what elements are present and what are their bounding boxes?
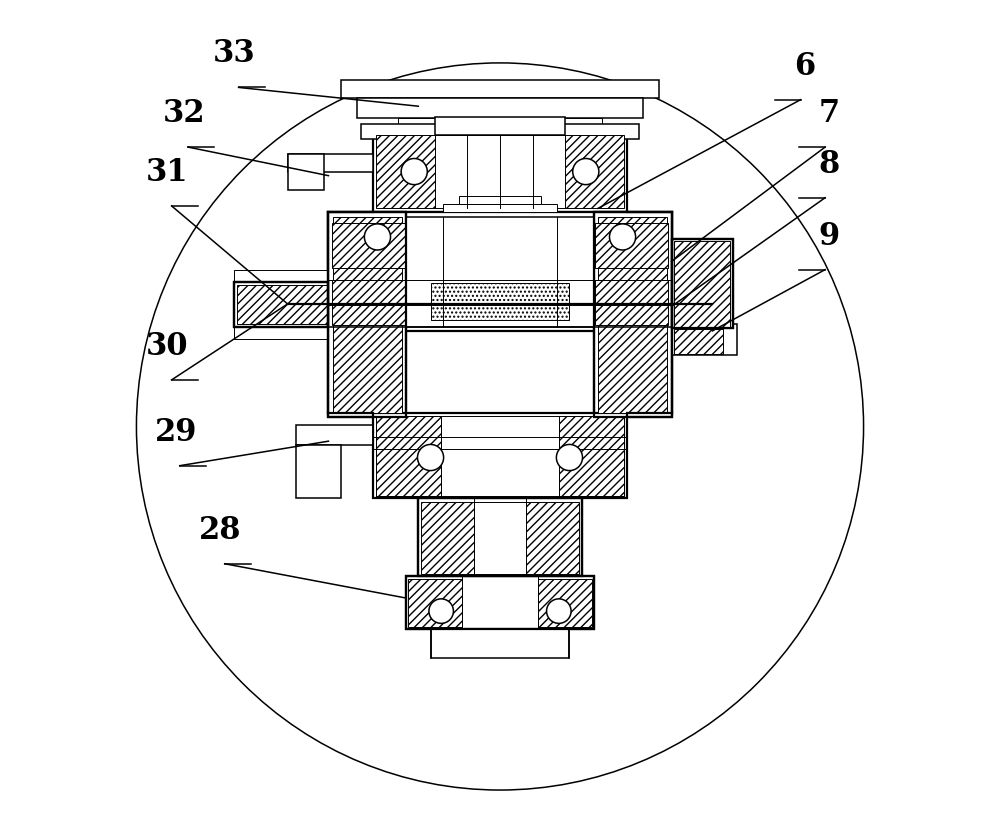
Circle shape [429, 599, 453, 623]
Text: 33: 33 [213, 38, 256, 69]
Text: 29: 29 [154, 417, 197, 448]
Bar [288, 154, 373, 172]
Bar [234, 327, 328, 339]
Bar [704, 292, 721, 342]
Bar [431, 629, 569, 658]
Text: 8: 8 [819, 149, 840, 180]
Bar [288, 154, 324, 190]
Bar [357, 98, 643, 118]
Bar [435, 135, 565, 208]
Bar [418, 498, 582, 576]
Bar [474, 502, 526, 574]
Circle shape [556, 444, 583, 471]
Bar [526, 502, 579, 574]
Bar [328, 212, 406, 417]
Bar [328, 212, 672, 331]
Bar [398, 118, 602, 131]
Bar [441, 416, 559, 496]
Bar [332, 280, 405, 325]
Circle shape [547, 599, 571, 623]
Bar [361, 124, 639, 139]
Bar [672, 239, 733, 328]
Bar [421, 502, 474, 574]
Bar [674, 329, 723, 354]
Bar [418, 498, 582, 576]
Text: 9: 9 [819, 221, 840, 252]
Bar [435, 117, 565, 135]
Circle shape [609, 224, 636, 250]
Text: 32: 32 [163, 98, 205, 129]
Text: 28: 28 [199, 515, 242, 546]
Text: 6: 6 [794, 51, 815, 82]
Bar [672, 324, 737, 355]
Bar [595, 223, 668, 268]
Bar [672, 239, 733, 328]
Bar [674, 241, 730, 327]
Bar [595, 280, 668, 325]
Bar [408, 579, 462, 627]
Bar [296, 425, 373, 445]
Bar [459, 196, 541, 204]
Bar [373, 131, 627, 212]
Bar [237, 285, 327, 324]
Bar [594, 212, 672, 417]
Circle shape [573, 158, 599, 185]
Bar [443, 519, 467, 568]
Bar [559, 416, 624, 496]
Bar [538, 579, 592, 627]
Bar [234, 282, 328, 327]
Text: 7: 7 [819, 98, 840, 129]
Bar [406, 576, 594, 629]
Bar [406, 576, 594, 629]
Bar [431, 234, 569, 274]
Bar [328, 212, 406, 417]
Bar [234, 282, 328, 327]
Circle shape [364, 224, 391, 250]
Text: 30: 30 [146, 331, 189, 362]
Bar [296, 445, 341, 498]
Bar [234, 270, 328, 282]
Text: 31: 31 [146, 157, 189, 188]
Bar [598, 217, 667, 413]
Bar [263, 289, 283, 320]
Bar [431, 283, 569, 320]
Bar [431, 282, 569, 321]
Bar [341, 80, 659, 98]
Bar [376, 416, 441, 496]
Bar [376, 135, 435, 208]
Bar [376, 416, 441, 496]
Bar [406, 217, 594, 327]
Bar [559, 416, 624, 496]
Bar [594, 212, 672, 417]
Circle shape [401, 158, 427, 185]
Bar [373, 413, 627, 498]
Bar [565, 135, 624, 208]
Bar [443, 204, 557, 212]
Circle shape [136, 63, 864, 790]
Bar [333, 217, 402, 413]
Circle shape [417, 444, 444, 471]
Bar [332, 223, 405, 268]
